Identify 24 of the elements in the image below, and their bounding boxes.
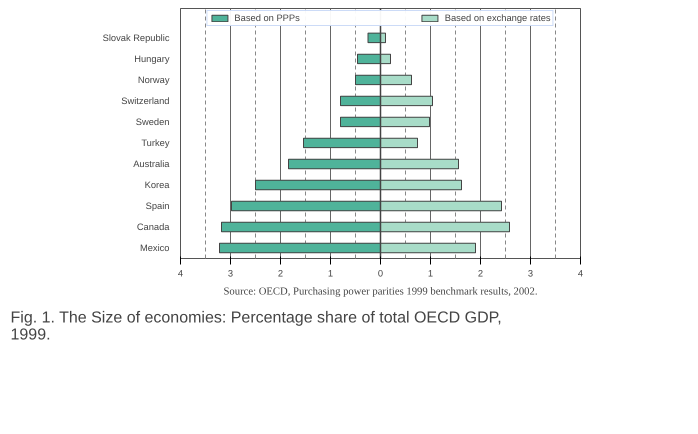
x-tick-label: 4 (178, 268, 184, 278)
source-note: Source: OECD, Purchasing power parities 1999 benchmark results, 2002. (224, 286, 538, 298)
y-tick-label: Mexico (140, 242, 170, 253)
y-tick-label: Hungary (134, 54, 170, 64)
x-tick-label: 3 (528, 268, 534, 278)
y-tick-label: Turkey (141, 138, 170, 148)
x-tick-label: 1 (428, 268, 434, 278)
x-tick-label: 2 (278, 268, 284, 278)
y-tick-label: Sweden (136, 116, 170, 127)
y-tick-label: Norway (138, 74, 170, 85)
x-tick-label: 1 (328, 268, 334, 278)
y-tick-label: Canada (136, 222, 170, 232)
x-tick-label: 0 (378, 268, 384, 278)
x-tick-label: 2 (478, 268, 484, 278)
legend-label: Based on exchange rates (444, 13, 551, 23)
y-tick-label: Switzerland (121, 96, 170, 106)
text: Fig. 1. The Size of economies: Percentage share of total OECD GDP, 1999. (10, 310, 502, 344)
legend-label: Based on PPPs (234, 13, 300, 23)
y-tick-label: Spain (146, 200, 170, 211)
x-tick-label: 4 (578, 268, 584, 278)
y-tick-label: Australia (133, 158, 170, 169)
y-tick-label: Slovak Republic (102, 32, 170, 43)
x-tick-label: 3 (228, 268, 234, 278)
y-tick-label: Korea (144, 180, 170, 190)
